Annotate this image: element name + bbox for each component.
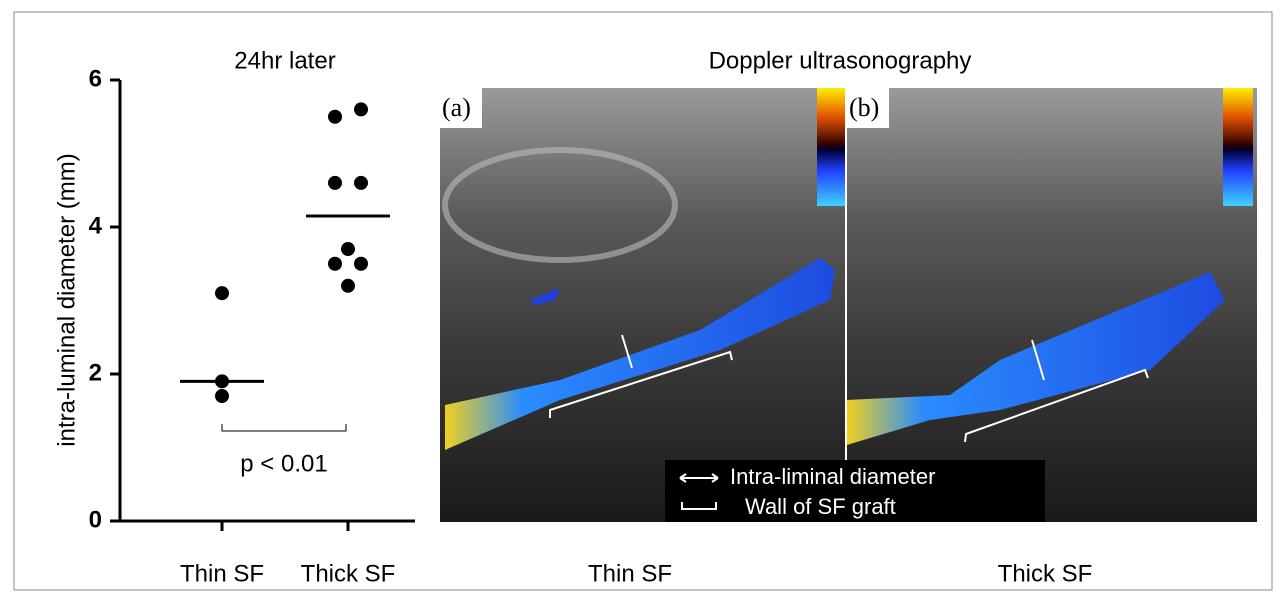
ultrasound-images: (a) (b) Intra-liminal diameter Wall of S… [440,88,1257,522]
color-bar-a [817,88,845,206]
data-point [328,257,342,271]
figure: (a) (b) Intra-liminal diameter Wall of S… [0,0,1286,602]
y-tick-label: 4 [89,212,103,239]
y-axis-label: intra-luminal diameter (mm) [53,153,80,446]
y-tick-label: 0 [89,506,102,533]
data-point [328,110,342,124]
chart-title: 24hr later [234,47,335,74]
data-point [354,257,368,271]
data-point [328,176,342,190]
data-point [341,279,355,293]
panel-label: Thin SF [588,560,672,587]
panel-title: Doppler ultrasonography [709,47,972,74]
tag: (a) [442,93,471,122]
data-point [354,102,368,116]
y-tick-label: 6 [89,65,102,92]
tag: (b) [849,93,879,122]
significance-bracket [222,424,346,431]
data-point [354,176,368,190]
y-tick-label: 2 [89,359,102,386]
legend-text: Wall of SF graft [745,494,896,519]
legend-text: Intra-liminal diameter [730,464,935,489]
color-bar-b [1223,88,1253,206]
panel-label: Thick SF [998,560,1093,587]
data-point [215,286,229,300]
x-tick-label: Thin SF [180,560,264,587]
data-point [215,389,229,403]
annotation: p < 0.01 [240,450,327,477]
data-point [341,242,355,256]
x-tick-label: Thick SF [301,560,396,587]
